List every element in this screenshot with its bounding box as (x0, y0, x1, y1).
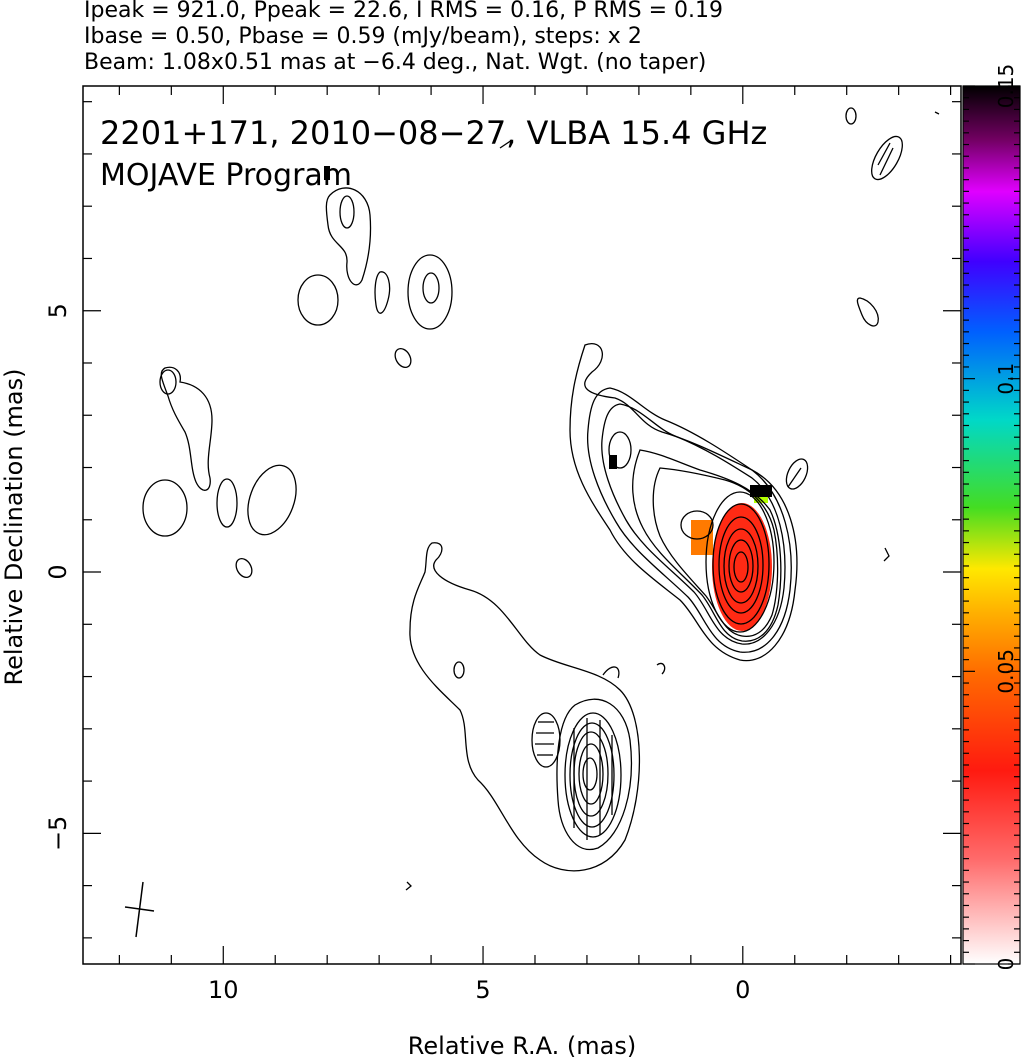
core-contour-4 (632, 449, 782, 642)
pol-vector (877, 142, 891, 166)
extended-emission-contours (142, 107, 940, 891)
jet-small-blob (453, 661, 465, 679)
jet-knot-contour-2 (564, 712, 622, 838)
west-small-contour (856, 297, 879, 327)
west-small-blob (394, 348, 412, 368)
far-east-filament-knot (159, 369, 177, 395)
pol-vector (879, 147, 894, 176)
far-east-filament-contour (160, 366, 213, 491)
west-fragment (883, 547, 890, 562)
jet-knot-contour-3 (569, 722, 615, 828)
beam-shape (124, 881, 155, 938)
jet-knot-contour-1 (556, 698, 633, 851)
core-contour-7 (712, 503, 770, 625)
jet-knot-contour-5 (578, 743, 604, 805)
core-contour-9 (723, 528, 759, 604)
core-side-contour (680, 510, 714, 540)
colorbar-ticks (963, 85, 1020, 965)
program-label: MOJAVE Program (100, 158, 352, 193)
far-east-blob-contour (142, 479, 188, 537)
x-tick-label: 5 (475, 976, 490, 1004)
core-side-patch (691, 520, 713, 555)
west-dark-pixel (324, 166, 330, 180)
jet-top-fragment (602, 666, 620, 679)
colorbar-tick-label: 0.05 (994, 649, 1018, 694)
y-tick-label: 0 (44, 564, 72, 579)
far-east-blob-3 (247, 464, 297, 536)
core-contour-6 (705, 491, 775, 633)
x-tick-label: 10 (208, 976, 239, 1004)
y-axis-title: Relative Declination (mas) (0, 368, 28, 685)
header-line-2: Ibase = 0.50, Pbase = 0.59 (mJy/beam), s… (84, 24, 642, 49)
core-contour-11 (733, 551, 749, 583)
jet-east-knot-contour (531, 712, 561, 768)
core-west-blob (785, 458, 809, 490)
colorbar-tick-labels: 0 0.05 0.1 0.15 (994, 64, 1018, 971)
colorbar-tick-label: 0.1 (994, 363, 1018, 395)
core-polarization-pixels (324, 166, 772, 631)
far-east-small-blob (235, 558, 253, 578)
core-contour-3 (601, 403, 786, 645)
west-knot-upper-contour (325, 187, 372, 286)
northwest-blob-contour (871, 135, 903, 181)
source-label: 2201+171, 2010−08−27, VLBA 15.4 GHz (100, 114, 767, 152)
x-axis-title: Relative R.A. (mas) (408, 1032, 636, 1060)
colorbar-tick-label: 0.15 (994, 64, 1018, 109)
southern-jet-contours (409, 542, 666, 872)
west-knot-mid-contour (374, 271, 391, 314)
corner-fragment (934, 111, 940, 115)
core-contours (569, 343, 798, 662)
axis-tick-labels: 10 5 0 5 0 −5 (44, 303, 750, 1004)
colorbar-tick-label: 0 (994, 958, 1018, 971)
beam-minor-axis (124, 906, 155, 912)
plot-area (124, 107, 940, 938)
plot-frame (82, 85, 962, 965)
west-knot-main-inner (422, 272, 440, 304)
y-tick-label: 5 (44, 303, 72, 318)
west-knot-upper-inner (339, 195, 355, 229)
core-contour-10 (728, 539, 754, 593)
colorbar (962, 85, 1021, 965)
north-small-blob (845, 107, 857, 125)
west-knot-left-contour (297, 274, 339, 326)
polarization-vectors (499, 139, 894, 840)
core-contour-2 (586, 387, 792, 653)
jet-contour-outer (409, 542, 641, 872)
west-knot-main-contour (407, 254, 453, 330)
north-extension-knot-contour (608, 431, 632, 469)
jet-small-fragment (656, 662, 666, 675)
core-contour-outer (569, 343, 798, 662)
y-tick-label: −5 (44, 816, 72, 851)
pol-vector (787, 467, 802, 488)
south-fragment (405, 881, 412, 891)
core-contour-5 (652, 467, 779, 638)
jet-knot-contour-6 (582, 757, 598, 791)
pol-vector (499, 139, 513, 149)
far-east-blob-2 (216, 478, 238, 528)
header-line-3: Beam: 1.08x0.51 mas at −6.4 deg., Nat. W… (84, 50, 707, 75)
north-extension-dark-pixel (609, 455, 617, 469)
x-tick-label: 0 (735, 976, 750, 1004)
core-contour-8 (718, 516, 764, 614)
header-line-1: Ipeak = 921.0, Ppeak = 22.6, I RMS = 0.1… (84, 0, 723, 23)
axis-ticks (83, 86, 961, 964)
